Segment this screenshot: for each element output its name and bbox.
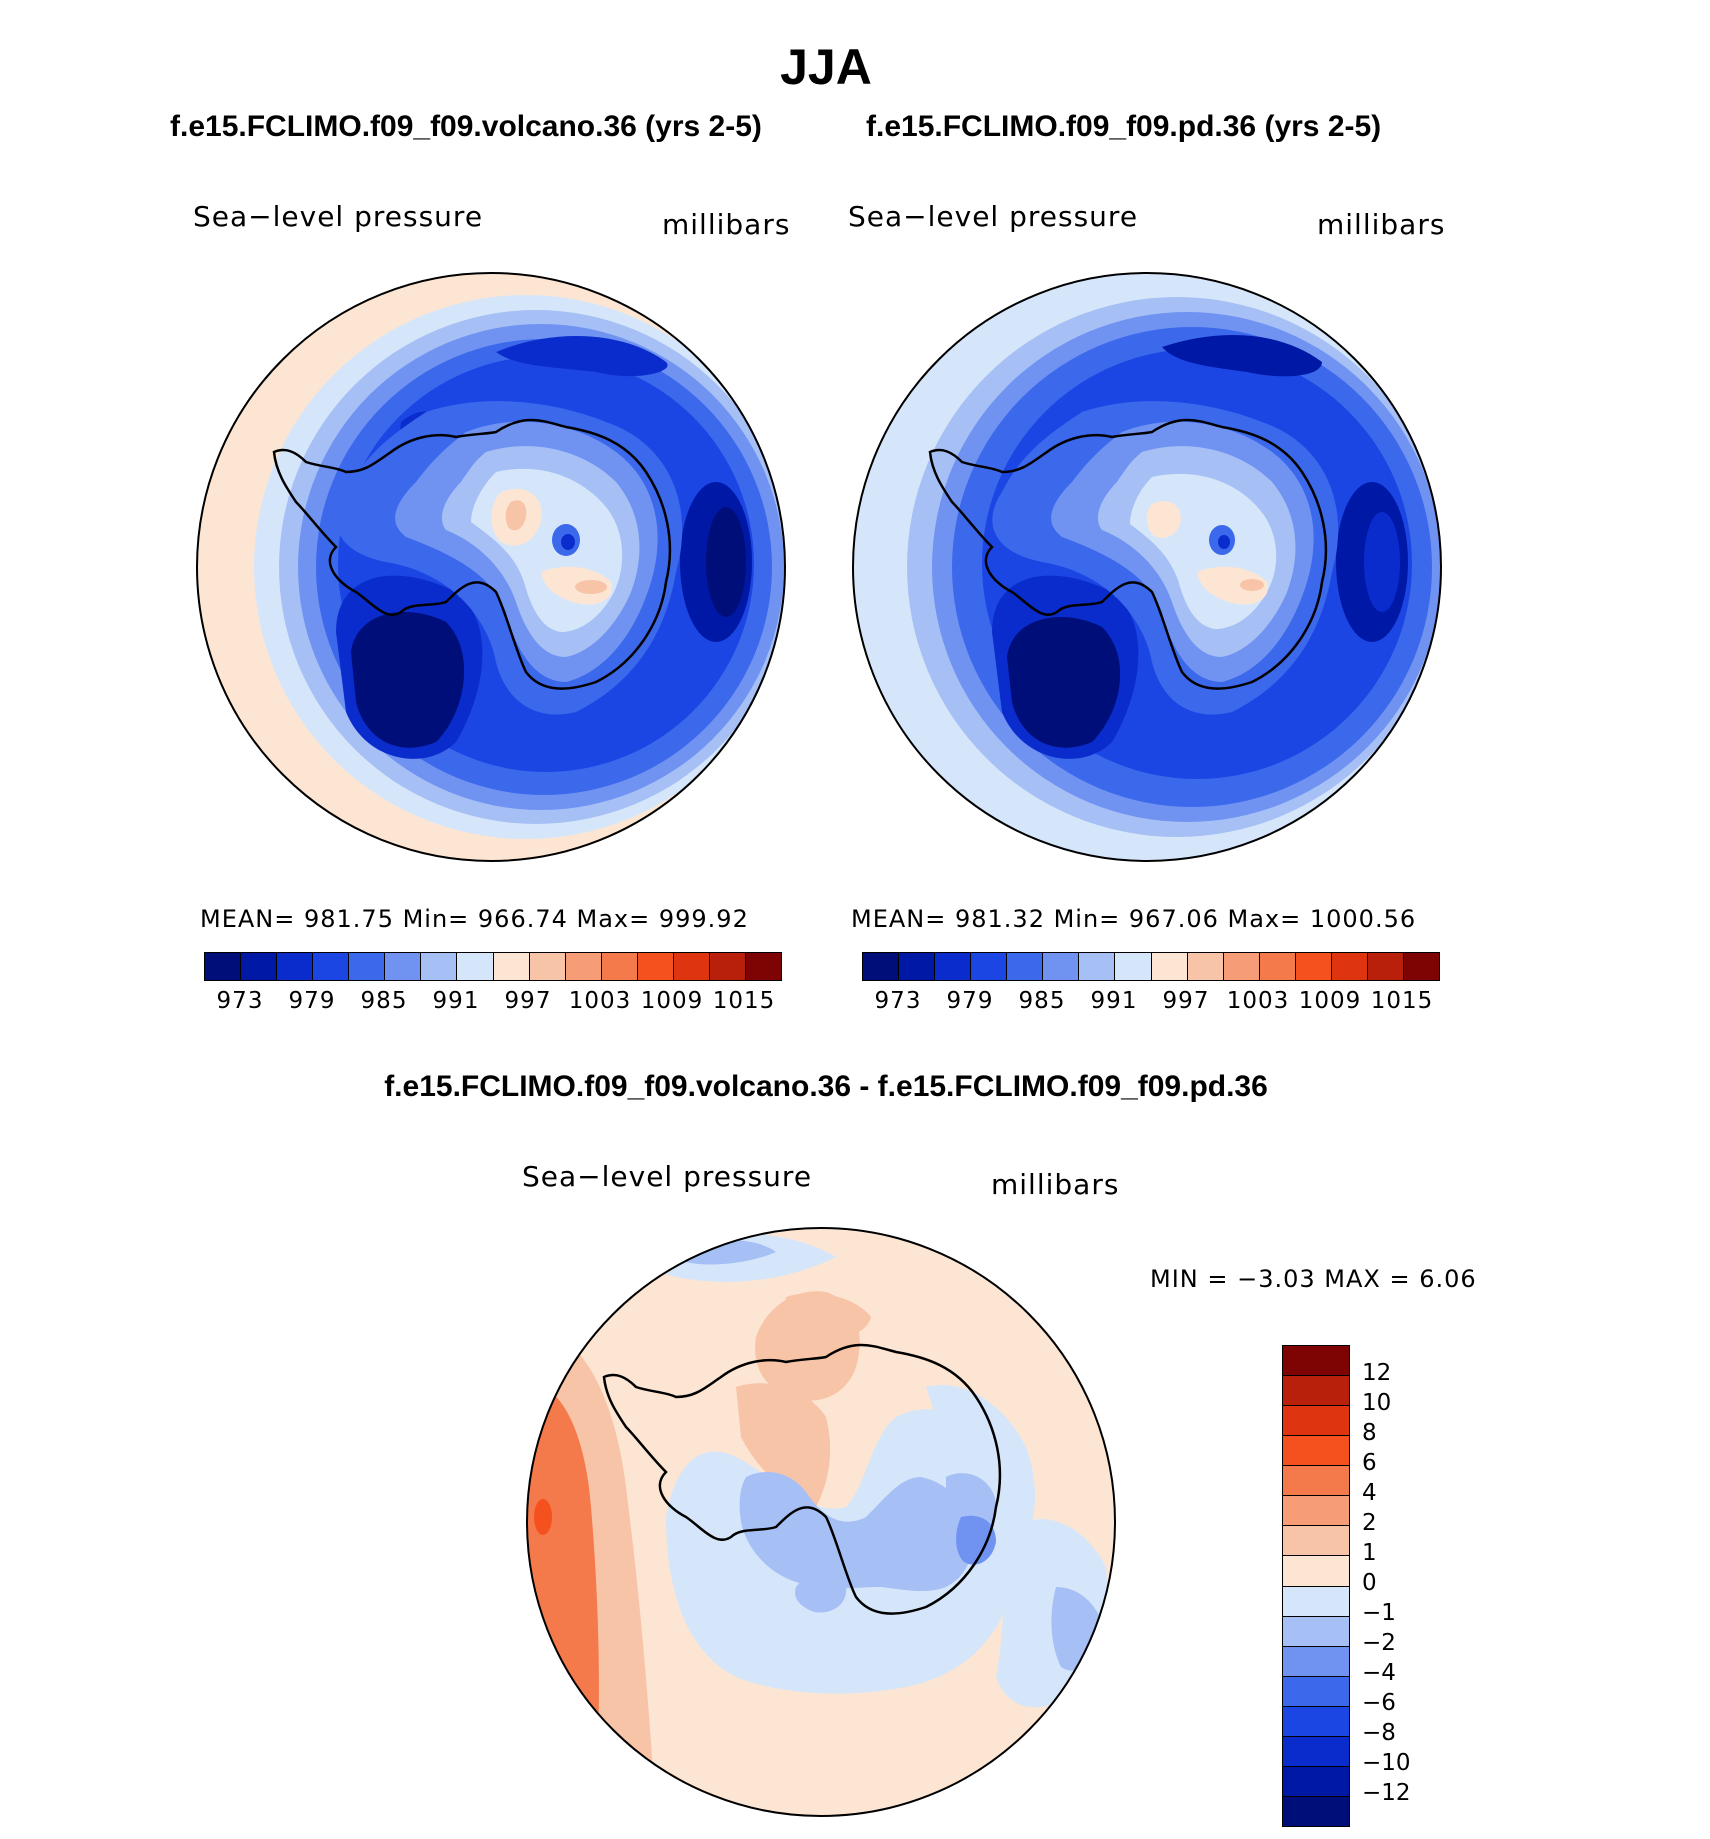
colorbar-tick-label: 0 — [1362, 1570, 1377, 1596]
map-pd-slp — [852, 272, 1442, 862]
colorbar-tick-label: 985 — [1018, 988, 1066, 1014]
colorbar-tick-label: 979 — [946, 988, 994, 1014]
colorbar-swatch — [1283, 1796, 1349, 1826]
map-volcano-slp — [196, 272, 786, 862]
difference-units-label: millibars — [991, 1168, 1120, 1201]
colorbar-tick-label: 6 — [1362, 1450, 1377, 1476]
colorbar-tick-label: 2 — [1362, 1510, 1377, 1536]
colorbar-swatch — [863, 953, 900, 980]
colorbar-swatch — [745, 953, 781, 980]
colorbar-tick-label: 997 — [1162, 988, 1210, 1014]
colorbar-swatch — [1283, 1676, 1349, 1707]
colorbar-swatch — [565, 953, 602, 980]
colorbar-tick-label: 985 — [360, 988, 408, 1014]
panel-right-units-label: millibars — [1317, 208, 1446, 241]
colorbar-tick-label: −4 — [1362, 1660, 1396, 1686]
colorbar-swatch — [1367, 953, 1404, 980]
colorbar-swatch — [1115, 953, 1152, 980]
colorbar-tick-label: 4 — [1362, 1480, 1377, 1506]
colorbar-swatch — [1079, 953, 1116, 980]
colorbar-difference — [1282, 1345, 1350, 1827]
difference-minmax: MIN = −3.03 MAX = 6.06 — [1150, 1265, 1477, 1293]
colorbar-swatch — [971, 953, 1008, 980]
colorbar-swatch — [1283, 1556, 1349, 1587]
colorbar-tick-label: 1015 — [712, 988, 776, 1014]
colorbar-swatch — [385, 953, 422, 980]
colorbar-swatch — [277, 953, 314, 980]
colorbar-swatch — [1295, 953, 1332, 980]
colorbar-swatch — [1283, 1376, 1349, 1407]
difference-variable-label: Sea−level pressure — [522, 1160, 813, 1193]
colorbar-tick-label: −6 — [1362, 1690, 1396, 1716]
colorbar-tick-label: 1003 — [568, 988, 632, 1014]
colorbar-tick-label: 991 — [432, 988, 480, 1014]
panel-left-variable-label: Sea−level pressure — [193, 200, 484, 233]
panel-right-stats: MEAN= 981.32 Min= 967.06 Max= 1000.56 — [851, 905, 1417, 933]
colorbar-swatch — [1007, 953, 1044, 980]
colorbar-swatch — [1283, 1406, 1349, 1437]
colorbar-swatch — [1259, 953, 1296, 980]
panel-left-stats: MEAN= 981.75 Min= 966.74 Max= 999.92 — [200, 905, 749, 933]
colorbar-tick-label: 973 — [874, 988, 922, 1014]
colorbar-tick-label: 991 — [1090, 988, 1138, 1014]
colorbar-tick-label: 1009 — [1298, 988, 1362, 1014]
colorbar-swatch — [1283, 1466, 1349, 1497]
colorbar-tick-label: 1 — [1362, 1540, 1377, 1566]
colorbar-swatch — [1187, 953, 1224, 980]
colorbar-swatch — [1283, 1346, 1349, 1377]
colorbar-swatch — [899, 953, 936, 980]
colorbar-left — [204, 952, 782, 981]
colorbar-swatch — [935, 953, 972, 980]
colorbar-swatch — [241, 953, 278, 980]
colorbar-swatch — [1283, 1586, 1349, 1617]
colorbar-tick-label: 979 — [288, 988, 336, 1014]
colorbar-swatch — [1283, 1646, 1349, 1677]
colorbar-swatch — [1283, 1766, 1349, 1797]
colorbar-swatch — [493, 953, 530, 980]
colorbar-swatch — [421, 953, 458, 980]
difference-title: f.e15.FCLIMO.f09_f09.volcano.36 - f.e15.… — [384, 1070, 1268, 1103]
colorbar-tick-label: −10 — [1362, 1750, 1411, 1776]
colorbar-tick-label: 10 — [1362, 1390, 1392, 1416]
colorbar-swatch — [205, 953, 242, 980]
colorbar-swatch — [1283, 1526, 1349, 1557]
colorbar-tick-label: 1003 — [1226, 988, 1290, 1014]
colorbar-right — [862, 952, 1440, 981]
colorbar-tick-label: −1 — [1362, 1600, 1396, 1626]
colorbar-swatch — [1403, 953, 1439, 980]
colorbar-swatch — [313, 953, 350, 980]
colorbar-swatch — [1283, 1496, 1349, 1527]
colorbar-tick-label: 12 — [1362, 1360, 1392, 1386]
colorbar-swatch — [529, 953, 566, 980]
colorbar-swatch — [1283, 1436, 1349, 1467]
figure-title: JJA — [780, 39, 872, 95]
colorbar-tick-label: −8 — [1362, 1720, 1396, 1746]
colorbar-swatch — [1331, 953, 1368, 980]
colorbar-swatch — [1043, 953, 1080, 980]
colorbar-swatch — [673, 953, 710, 980]
colorbar-tick-label: 1015 — [1370, 988, 1434, 1014]
panel-left-units-label: millibars — [662, 208, 791, 241]
colorbar-swatch — [1283, 1616, 1349, 1647]
panel-right-title: f.e15.FCLIMO.f09_f09.pd.36 (yrs 2-5) — [866, 110, 1382, 143]
colorbar-tick-label: 973 — [216, 988, 264, 1014]
colorbar-swatch — [1223, 953, 1260, 980]
colorbar-tick-label: −12 — [1362, 1780, 1411, 1806]
colorbar-tick-label: 997 — [504, 988, 552, 1014]
colorbar-swatch — [1283, 1706, 1349, 1737]
panel-right-variable-label: Sea−level pressure — [848, 200, 1139, 233]
colorbar-swatch — [457, 953, 494, 980]
colorbar-swatch — [349, 953, 386, 980]
colorbar-swatch — [709, 953, 746, 980]
colorbar-tick-label: 8 — [1362, 1420, 1377, 1446]
colorbar-swatch — [1151, 953, 1188, 980]
panel-left-title: f.e15.FCLIMO.f09_f09.volcano.36 (yrs 2-5… — [170, 110, 762, 143]
colorbar-tick-label: 1009 — [640, 988, 704, 1014]
colorbar-swatch — [601, 953, 638, 980]
colorbar-swatch — [1283, 1736, 1349, 1767]
colorbar-tick-label: −2 — [1362, 1630, 1396, 1656]
map-difference-slp — [526, 1227, 1116, 1817]
colorbar-swatch — [637, 953, 674, 980]
